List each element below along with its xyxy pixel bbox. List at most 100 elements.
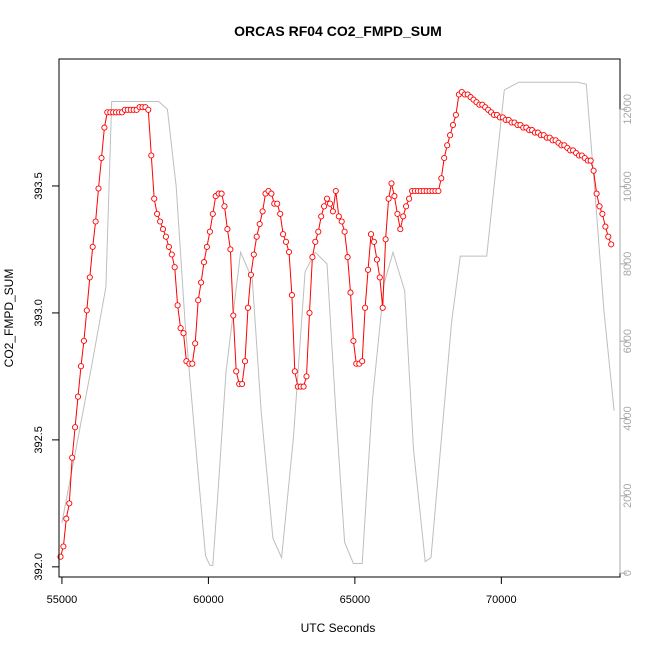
co2-point xyxy=(449,121,457,129)
co2-point xyxy=(452,111,459,118)
co2-point xyxy=(587,157,594,164)
co2-point xyxy=(80,337,87,344)
co2-series xyxy=(57,88,615,560)
y-tick-label: 392.5 xyxy=(33,426,45,454)
y2-tick-label: 6000 xyxy=(622,329,634,353)
co2-point xyxy=(174,302,181,309)
co2-point xyxy=(344,254,351,261)
co2-point xyxy=(291,368,298,375)
co2-point xyxy=(83,307,90,314)
co2-point xyxy=(206,228,213,235)
co2-point xyxy=(98,154,105,162)
y2-tick-label: 10000 xyxy=(622,171,634,202)
co2-point xyxy=(171,264,178,271)
x-tick-label: 70000 xyxy=(486,594,517,606)
co2-point xyxy=(277,210,284,217)
co2-point xyxy=(376,274,383,281)
co2-point xyxy=(332,187,339,195)
co2-point xyxy=(180,330,187,337)
y2-tick-label: 4000 xyxy=(622,406,634,430)
co2-point xyxy=(282,238,290,245)
x-tick-label: 65000 xyxy=(340,594,371,606)
co2-point xyxy=(200,259,208,266)
co2-point xyxy=(435,187,442,195)
co2-point xyxy=(593,190,600,197)
x-tick-label: 55000 xyxy=(47,594,78,606)
co2-point xyxy=(89,243,96,250)
co2-point xyxy=(388,180,395,187)
co2-point xyxy=(438,175,445,182)
co2-point xyxy=(177,325,184,332)
co2-point xyxy=(309,254,316,261)
co2-point xyxy=(227,246,234,253)
co2-point xyxy=(326,200,334,207)
y-tick-label: 392.0 xyxy=(33,553,45,581)
co2-point xyxy=(72,424,79,431)
co2-point xyxy=(323,195,331,202)
co2-point xyxy=(359,358,366,365)
co2-point xyxy=(288,292,295,299)
co2-point xyxy=(259,208,266,215)
y-axis: 392.0 392.5 393.0 393.5 xyxy=(33,172,60,581)
co2-point xyxy=(303,373,310,380)
co2-point xyxy=(347,289,354,296)
co2-point xyxy=(403,203,410,210)
co2-point xyxy=(596,203,603,210)
co2-point xyxy=(86,274,93,281)
co2-point xyxy=(159,226,167,233)
co2-point xyxy=(373,256,380,263)
co2-point xyxy=(341,228,348,235)
co2-point xyxy=(300,383,307,390)
co2-point xyxy=(74,393,82,400)
co2-point xyxy=(165,243,172,250)
co2-point xyxy=(192,340,199,347)
y2-tick-label: 8000 xyxy=(622,252,634,276)
co2-point xyxy=(367,231,375,238)
co2-point xyxy=(280,231,287,238)
co2-point xyxy=(221,203,228,210)
y-axis-label: CO2_FMPD_SUM xyxy=(2,269,16,368)
co2-point xyxy=(256,220,263,228)
co2-point xyxy=(218,190,225,197)
y-tick-label: 393.5 xyxy=(33,172,45,200)
co2-point xyxy=(602,223,609,230)
co2-point xyxy=(285,248,293,256)
co2-point xyxy=(605,233,612,240)
co2-point xyxy=(268,190,275,197)
co2-point xyxy=(66,500,73,507)
co2-point xyxy=(335,213,342,220)
y2-tick-label: 12000 xyxy=(622,94,634,125)
co2-point xyxy=(154,210,161,217)
co2-point xyxy=(599,210,606,217)
co2-point xyxy=(608,241,615,248)
co2-point xyxy=(382,236,389,243)
co2-point xyxy=(365,266,372,273)
co2-point xyxy=(362,304,369,311)
co2-point xyxy=(239,380,246,388)
co2-point xyxy=(151,195,158,202)
co2-point xyxy=(444,142,451,149)
co2-point xyxy=(63,515,70,522)
co2-point xyxy=(145,106,152,113)
co2-point xyxy=(95,185,102,192)
co2-point xyxy=(306,309,313,316)
co2-point xyxy=(406,195,413,202)
y-tick-label: 393.0 xyxy=(33,299,45,327)
co2-point xyxy=(385,195,392,202)
co2-point xyxy=(148,152,155,159)
altitude-series xyxy=(61,81,615,566)
y2-axis: 0 2000 4000 6000 8000 10000 12000 xyxy=(619,94,634,576)
co2-point xyxy=(224,226,231,233)
co2-point xyxy=(203,243,210,250)
co2-point xyxy=(312,238,319,245)
co2-point xyxy=(447,132,454,139)
co2-point xyxy=(321,203,328,210)
co2-point xyxy=(253,233,260,240)
co2-point xyxy=(250,251,257,258)
co2-point xyxy=(233,368,240,375)
co2-point xyxy=(189,360,196,367)
co2-point xyxy=(315,228,322,235)
co2-point xyxy=(209,210,216,217)
altitude-line xyxy=(61,81,615,566)
